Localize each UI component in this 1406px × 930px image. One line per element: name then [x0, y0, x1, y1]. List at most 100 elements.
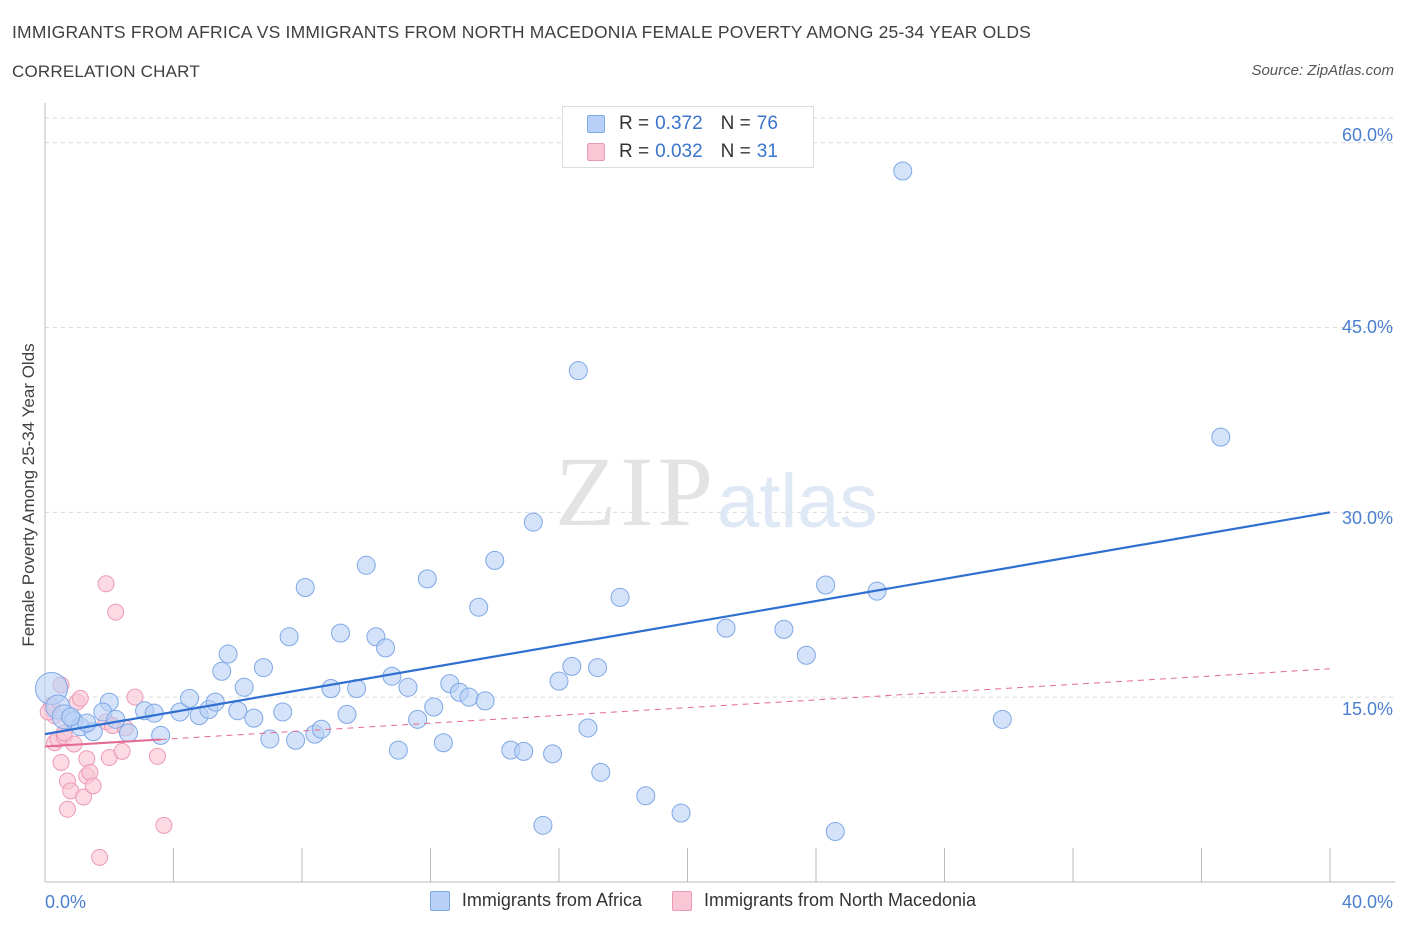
africa-point — [469, 597, 489, 617]
legend-n-value: 76 — [756, 113, 778, 134]
africa-point — [106, 709, 126, 729]
trend-lines — [44, 511, 1331, 748]
legend-item-africa: Immigrants from Africa — [429, 890, 642, 911]
legend-row-macedonia: R = 0.032 N = 31 — [587, 140, 778, 164]
chart-subtitle: CORRELATION CHART — [12, 62, 200, 81]
africa-point — [234, 677, 254, 697]
macedonia-trend-line-dashed — [160, 668, 1331, 740]
africa-point — [212, 661, 232, 681]
macedonia-point — [97, 575, 115, 593]
africa-point — [119, 723, 139, 743]
africa-point — [295, 577, 315, 597]
africa-point — [253, 658, 273, 678]
africa-point — [475, 691, 495, 711]
africa-point — [433, 733, 453, 753]
africa-point — [398, 677, 418, 697]
y-tick-label: 45.0% — [1342, 317, 1393, 337]
macedonia-point — [52, 753, 70, 771]
macedonia-point — [148, 747, 166, 765]
africa-point — [61, 707, 81, 727]
africa-point — [485, 550, 505, 570]
africa-point — [77, 713, 97, 733]
africa-point — [774, 619, 794, 639]
africa-point — [408, 709, 428, 729]
africa-point — [523, 512, 543, 532]
africa-point — [459, 687, 479, 707]
x-tick-label: 40.0% — [1342, 892, 1393, 912]
africa-point — [591, 762, 611, 782]
macedonia-point — [75, 788, 93, 806]
macedonia-point — [113, 742, 131, 760]
legend-swatch-macedonia — [587, 143, 605, 161]
africa-point — [331, 623, 351, 643]
legend-n-value: 31 — [756, 141, 778, 162]
series-legend: Immigrants from Africa Immigrants from N… — [0, 890, 1406, 911]
africa-point — [825, 821, 845, 841]
legend-n-label: N = — [720, 141, 751, 162]
africa-point — [228, 701, 248, 721]
africa-point — [671, 803, 691, 823]
africa-point — [578, 718, 598, 738]
africa-point — [543, 744, 563, 764]
africa-point — [244, 708, 264, 728]
legend-item-macedonia: Immigrants from North Macedonia — [671, 890, 977, 911]
africa-point — [356, 555, 376, 575]
africa-point — [286, 730, 306, 750]
africa-point — [533, 815, 553, 835]
africa-point — [562, 656, 582, 676]
africa-point — [716, 618, 736, 638]
y-axis-title: Female Poverty Among 25-34 Year Olds — [19, 343, 38, 646]
africa-point — [321, 679, 341, 699]
macedonia-point — [71, 689, 89, 707]
africa-point — [260, 729, 280, 749]
gridlines — [45, 117, 1395, 698]
watermark-atlas: atlas — [717, 459, 878, 544]
africa-point — [816, 575, 836, 595]
series-africa-points — [34, 161, 1231, 841]
africa-point — [568, 361, 588, 381]
macedonia-point — [58, 800, 76, 818]
africa-point — [218, 644, 238, 664]
macedonia-point — [155, 816, 173, 834]
tick-labels: 15.0% 30.0% 45.0% 60.0% 0.0% 40.0% — [45, 125, 1393, 912]
legend-label-africa: Immigrants from Africa — [461, 890, 642, 910]
axes — [44, 103, 1395, 883]
africa-point — [514, 741, 534, 761]
macedonia-point — [84, 777, 102, 795]
africa-point — [610, 587, 630, 607]
africa-point — [376, 638, 396, 658]
legend-r-label: R = — [619, 141, 650, 162]
legend-swatch-macedonia — [671, 890, 692, 911]
correlation-legend: R = 0.372 N = 76 R = 0.032 N = 31 — [562, 106, 814, 168]
y-tick-label: 15.0% — [1342, 699, 1393, 719]
chart-title: IMMIGRANTS FROM AFRICA VS IMMIGRANTS FRO… — [12, 22, 1032, 42]
legend-swatch-africa — [587, 115, 605, 133]
macedonia-point — [126, 688, 144, 706]
africa-point — [796, 645, 816, 665]
y-tick-label: 60.0% — [1342, 125, 1393, 145]
legend-r-value: 0.032 — [655, 141, 703, 162]
africa-point — [893, 161, 913, 181]
legend-n-label: N = — [720, 113, 751, 134]
macedonia-trend-line-solid — [44, 738, 161, 748]
africa-point — [337, 704, 357, 724]
africa-point — [151, 725, 171, 745]
legend-swatch-africa — [429, 890, 450, 911]
legend-r-value: 0.372 — [655, 113, 703, 134]
legend-row-africa: R = 0.372 N = 76 — [587, 112, 778, 136]
watermark: ZIP atlas — [555, 436, 878, 547]
y-tick-label: 30.0% — [1342, 508, 1393, 528]
africa-trend-line — [44, 511, 1331, 736]
africa-point — [273, 702, 293, 722]
africa-point — [549, 671, 569, 691]
macedonia-point — [91, 848, 109, 866]
africa-point — [588, 658, 608, 678]
source-label: Source: ZipAtlas.com — [1251, 62, 1394, 79]
watermark-zip: ZIP — [555, 436, 717, 547]
africa-point — [636, 786, 656, 806]
africa-point — [417, 569, 437, 589]
africa-point — [992, 709, 1012, 729]
africa-point — [424, 697, 444, 717]
legend-label-macedonia: Immigrants from North Macedonia — [703, 890, 977, 910]
